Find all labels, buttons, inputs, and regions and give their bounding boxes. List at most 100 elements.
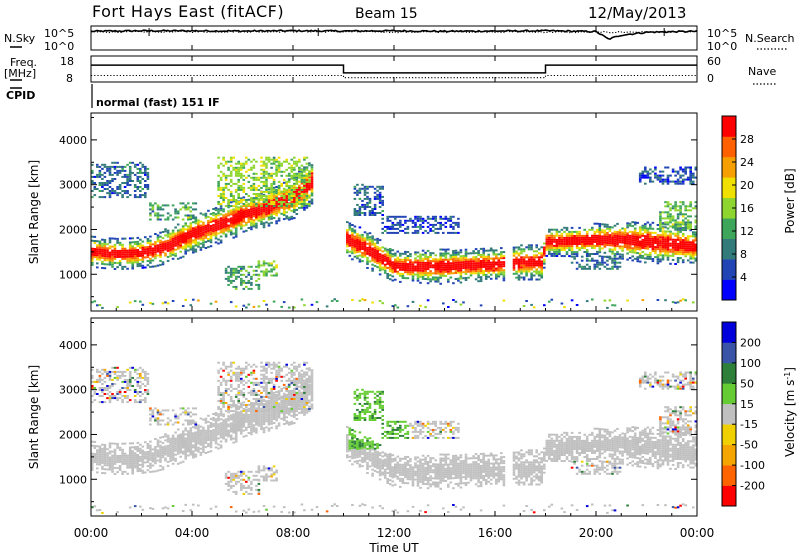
power-cell — [411, 219, 415, 222]
power-cell — [585, 234, 589, 237]
power-cell — [472, 256, 475, 259]
power-cell — [545, 236, 549, 239]
power-cell — [479, 270, 483, 273]
velocity-cell — [247, 426, 251, 428]
velocity-cell — [234, 414, 238, 417]
power-cell — [692, 231, 695, 234]
power-cell — [421, 269, 425, 272]
power-cell — [287, 178, 291, 181]
power-cell — [431, 258, 435, 261]
nave-label: Nave — [748, 65, 776, 78]
power-cell — [598, 249, 602, 252]
power-cell — [623, 227, 627, 230]
power-cell — [300, 190, 304, 193]
power-cell — [103, 171, 107, 174]
power-cell — [285, 184, 288, 187]
power-cell — [108, 186, 112, 188]
power-cell — [118, 165, 122, 168]
power-cell — [174, 212, 177, 215]
power-cell — [484, 257, 488, 260]
power-cell — [240, 186, 243, 189]
power-cell — [399, 268, 402, 271]
power-cell — [227, 271, 230, 274]
power-cell — [679, 180, 682, 183]
power-cell — [636, 256, 639, 259]
velocity-cell — [156, 445, 160, 448]
power-cell — [194, 238, 198, 241]
power-cell — [285, 203, 288, 205]
power-cell — [108, 255, 112, 258]
power-cell — [240, 279, 243, 282]
power-cell — [310, 198, 314, 201]
power-cell — [520, 272, 523, 275]
power-cell — [118, 192, 122, 195]
velocity-cell — [194, 447, 198, 450]
power-cell — [676, 180, 680, 183]
power-cell — [578, 230, 581, 233]
velocity-cell — [217, 419, 220, 422]
power-cell — [659, 258, 662, 261]
velocity-cell — [219, 432, 223, 435]
power-cell — [568, 249, 571, 252]
power-cell — [184, 206, 187, 209]
power-cell — [563, 249, 566, 251]
power-cell — [676, 209, 680, 212]
power-cell — [270, 188, 273, 191]
velocity-cell — [189, 439, 193, 442]
power-cell — [232, 236, 235, 239]
velocity-cell — [232, 441, 235, 444]
velocity-cell — [187, 434, 190, 437]
velocity-cell — [204, 439, 208, 442]
power-cell — [361, 248, 364, 250]
power-cell — [207, 238, 210, 240]
power-cell — [654, 252, 657, 255]
velocity-cell — [146, 451, 150, 453]
power-cell — [242, 214, 246, 217]
power-cell — [224, 174, 228, 177]
power-cell — [512, 266, 516, 269]
power-cell — [257, 262, 261, 265]
power-cell — [298, 196, 301, 199]
power-cell — [156, 204, 160, 207]
power-cell — [570, 247, 574, 250]
power-cell — [293, 156, 296, 159]
power-cell — [300, 176, 304, 179]
power-cell — [659, 248, 662, 251]
power-cell — [671, 246, 675, 249]
power-cell — [257, 199, 261, 201]
power-cell — [187, 243, 190, 246]
velocity-cell — [128, 442, 132, 445]
velocity-cell — [103, 452, 107, 455]
power-cell — [184, 242, 187, 245]
power-cell — [404, 263, 407, 265]
power-cell — [684, 168, 687, 171]
power-cell — [568, 247, 571, 249]
power-cell — [272, 178, 276, 181]
power-cell — [270, 264, 273, 267]
power-cell — [654, 231, 657, 234]
power-cell — [346, 235, 349, 238]
power-cell — [591, 253, 594, 255]
power-cell — [187, 216, 190, 219]
velocity-cell — [96, 467, 99, 470]
velocity-cell — [214, 414, 218, 417]
power-cell — [452, 299, 455, 301]
velocity-cell — [197, 430, 200, 433]
power-cell — [123, 182, 127, 184]
power-cell — [260, 214, 263, 217]
power-cell — [449, 270, 453, 273]
power-cell — [686, 166, 690, 169]
power-cell — [631, 243, 634, 246]
power-cell — [674, 182, 677, 185]
velocity-cell — [103, 448, 107, 450]
power-cell — [285, 205, 288, 208]
power-cell — [293, 162, 296, 165]
power-cell — [308, 200, 311, 203]
power-cell — [543, 262, 546, 265]
power-cell — [272, 196, 276, 199]
power-cell — [421, 261, 425, 264]
power-cell — [583, 238, 586, 241]
power-cell — [300, 200, 304, 203]
power-cell — [232, 271, 235, 274]
power-cell — [282, 214, 286, 216]
